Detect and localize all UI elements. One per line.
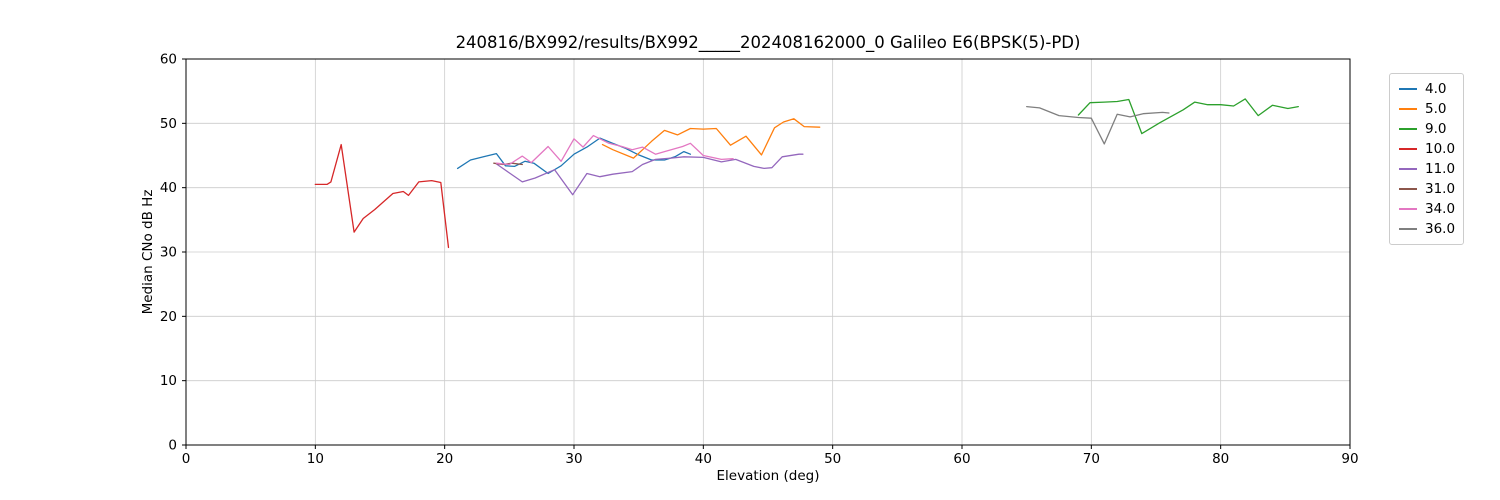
axis-tick-labels: 0 10 20 30 40 50 60 70 80 90 0 10 20 30 40 50 60 [160,52,1359,468]
series-lines [314,98,1299,249]
axis-ticks [182,58,1351,449]
x-tick-label: 10 [307,451,324,467]
x-tick-label: 70 [1083,451,1100,467]
legend-line-sample [1399,188,1417,190]
y-tick-label: 30 [160,245,177,261]
legend-line-sample [1399,208,1417,210]
legend-item-4.0: 4.0 [1399,79,1455,99]
series-line-36.0 [1026,105,1170,145]
x-tick-label: 60 [953,451,970,467]
legend-label: 4.0 [1425,81,1447,97]
legend-label: 9.0 [1425,121,1447,137]
legend-item-9.0: 9.0 [1399,119,1455,139]
series-line-9.0 [1077,98,1299,135]
x-tick-label: 0 [182,451,191,467]
y-tick-label: 50 [160,116,177,132]
x-tick-label: 20 [436,451,453,467]
y-tick-label: 60 [160,52,177,68]
chart-legend: 4.0 5.0 9.0 10.0 11.0 31.0 34.0 36.0 [1389,73,1465,245]
legend-item-5.0: 5.0 [1399,99,1455,119]
gridlines [185,58,1351,446]
legend-line-sample [1399,88,1417,90]
series-line-11.0 [495,153,804,196]
y-tick-label: 20 [160,309,177,325]
x-axis-label: Elevation (deg) [716,468,820,484]
legend-line-sample [1399,148,1417,150]
legend-item-10.0: 10.0 [1399,139,1455,159]
y-tick-label: 40 [160,180,177,196]
legend-label: 31.0 [1425,181,1456,197]
legend-line-sample [1399,128,1417,130]
y-axis-label: Median CNo dB Hz [140,189,156,315]
x-tick-label: 80 [1212,451,1229,467]
x-tick-label: 30 [565,451,582,467]
legend-item-11.0: 11.0 [1399,159,1455,179]
chart-title: 240816/BX992/results/BX992_____202408162… [455,33,1081,52]
y-tick-label: 0 [168,438,177,454]
legend-label: 11.0 [1425,161,1456,177]
legend-label: 36.0 [1425,221,1456,237]
legend-item-36.0: 36.0 [1399,219,1455,239]
legend-label: 34.0 [1425,201,1456,217]
legend-line-sample [1399,228,1417,230]
series-line-34.0 [495,134,734,166]
legend-item-31.0: 31.0 [1399,179,1455,199]
x-tick-label: 90 [1341,451,1358,467]
series-line-10.0 [314,143,450,249]
y-tick-label: 10 [160,373,177,389]
x-tick-label: 50 [824,451,841,467]
legend-line-sample [1399,108,1417,110]
legend-item-34.0: 34.0 [1399,199,1455,219]
x-tick-label: 40 [695,451,712,467]
legend-line-sample [1399,168,1417,170]
legend-label: 5.0 [1425,101,1447,117]
series-line-5.0 [601,118,821,159]
legend-label: 10.0 [1425,141,1456,157]
series-line-4.0 [456,137,692,175]
